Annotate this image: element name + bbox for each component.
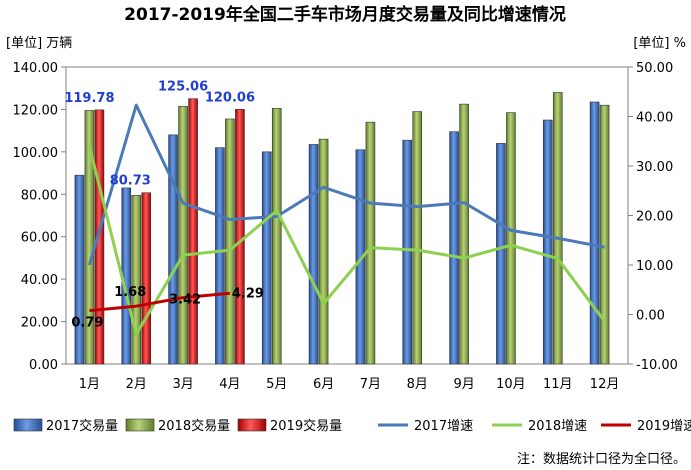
legend-label: 2019增速: [637, 419, 691, 434]
bar-data-label: 119.78: [64, 91, 114, 106]
bar-2018交易量: [459, 103, 469, 365]
left-tick-label: 60.00: [21, 231, 58, 246]
bar-2017交易量: [215, 147, 225, 365]
right-tick-label: -10.00: [636, 358, 678, 373]
legend-label: 2018增速: [528, 419, 587, 434]
bar-2017交易量: [308, 144, 319, 365]
right-tick-label: 20.00: [636, 210, 673, 225]
left-tick-label: 100.00: [13, 146, 59, 161]
bar-2018交易量: [412, 111, 423, 365]
x-tick-label: 10月: [496, 377, 526, 392]
chart-title: 2017-2019年全国二手车市场月度交易量及同比增速情况: [124, 4, 566, 25]
line-data-label: 4.29: [232, 286, 264, 301]
line-data-label: 0.79: [71, 316, 103, 331]
legend-label: 2017增速: [414, 419, 473, 434]
bar-2018交易量: [318, 138, 329, 365]
x-tick-label: 12月: [590, 377, 620, 392]
legend-swatch: [237, 418, 267, 432]
bar-2017交易量: [74, 174, 85, 365]
line-data-label: 3.42: [169, 293, 201, 308]
bar-data-label: 120.06: [205, 90, 255, 105]
right-tick-label: 40.00: [636, 111, 673, 126]
legend-swatch: [125, 418, 155, 432]
bar-2017交易量: [589, 101, 600, 365]
right-tick-label: 10.00: [636, 259, 673, 274]
bar-2017交易量: [168, 134, 178, 365]
bar-2018交易量: [225, 118, 235, 365]
bar-2019交易量: [188, 98, 198, 365]
line-2019增速: [89, 291, 231, 313]
line-2017增速: [87, 103, 605, 266]
bar-2018交易量: [365, 121, 376, 365]
x-tick-label: 5月: [266, 377, 287, 392]
legend: 2017交易量 2018交易量 2019交易量 2017增速 2018增速 2019增速: [13, 418, 691, 434]
x-tick-label: 1月: [79, 377, 100, 392]
right-tick-label: 30.00: [636, 160, 673, 175]
right-tick-label: 50.00: [636, 61, 673, 76]
bar-data-label: 80.73: [110, 174, 151, 189]
bar-2018交易量: [506, 112, 516, 365]
left-tick-label: 140.00: [13, 61, 59, 76]
left-tick-label: 40.00: [21, 273, 58, 288]
x-axis-labels: 1月 2月 3月 4月 5月 6月 7月 8月 9月 10月 11月 12月: [79, 377, 620, 392]
bar-2018交易量: [552, 92, 563, 365]
bar-2018交易量: [178, 105, 188, 365]
bar-2017交易量: [496, 143, 506, 365]
x-tick-label: 3月: [172, 377, 193, 392]
legend-label: 2017交易量: [46, 418, 118, 434]
bar-2018交易量: [84, 110, 95, 365]
x-tick-label: 6月: [313, 377, 334, 392]
right-axis-ticks: -10.00 0.00 10.00 20.00 30.00 40.00 50.00: [628, 61, 678, 373]
bar-2018交易量: [131, 195, 142, 365]
lines: [87, 103, 606, 336]
bar-2017交易量: [261, 151, 272, 365]
x-tick-label: 9月: [453, 377, 474, 392]
bar-2019交易量: [94, 109, 105, 365]
right-axis-unit-label: [单位] %: [633, 36, 686, 51]
bars: [74, 92, 610, 365]
left-tick-label: 0.00: [29, 358, 58, 373]
bar-2019交易量: [141, 192, 152, 365]
legend-label: 2018交易量: [158, 418, 230, 434]
legend-swatch: [13, 418, 43, 432]
x-tick-label: 11月: [543, 377, 573, 392]
bar-2018交易量: [271, 108, 282, 365]
x-tick-label: 7月: [360, 377, 381, 392]
line-data-label: 1.68: [114, 285, 146, 300]
bar-data-label: 125.06: [158, 80, 208, 95]
footnote: 注：数据统计口径为全口径。: [517, 451, 686, 467]
bar-2017交易量: [449, 131, 459, 365]
bar-2018交易量: [599, 104, 610, 365]
left-tick-label: 20.00: [21, 316, 58, 331]
left-axis-ticks: 0.00 20.00 40.00 60.00 80.00 100.00 120.00 140.…: [13, 61, 66, 373]
x-tick-label: 2月: [126, 377, 147, 392]
bar-2017交易量: [402, 139, 413, 365]
left-tick-label: 120.00: [13, 103, 59, 118]
right-tick-label: 0.00: [636, 309, 665, 324]
bar-2017交易量: [355, 149, 366, 365]
left-tick-label: 80.00: [21, 188, 58, 203]
bar-2019交易量: [235, 109, 245, 365]
left-axis-unit-label: [单位] 万辆: [6, 36, 72, 51]
legend-label: 2019交易量: [270, 418, 342, 434]
x-tick-label: 8月: [407, 377, 428, 392]
line-2018增速: [87, 145, 606, 336]
bar-2017交易量: [542, 119, 553, 365]
x-tick-label: 4月: [219, 377, 240, 392]
